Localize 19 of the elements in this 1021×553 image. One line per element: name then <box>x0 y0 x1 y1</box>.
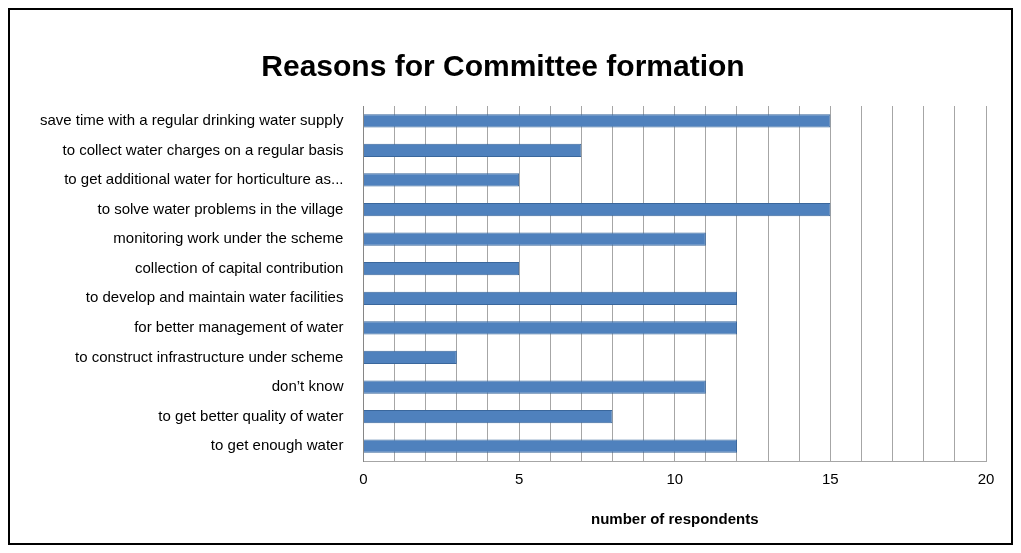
x-tick-label: 0 <box>359 470 368 488</box>
x-tick-label: 15 <box>822 470 839 488</box>
chart-title: Reasons for Committee formation <box>261 49 745 83</box>
x-tick-label: 5 <box>514 470 524 488</box>
y-tick-label: for better management of water <box>134 318 344 336</box>
x-tick-label: 20 <box>977 470 995 488</box>
y-tick-label: to get better quality of water <box>158 406 344 424</box>
y-tick-label: to construct infrastructure under scheme <box>75 347 344 365</box>
y-tick-label: collection of capital contribution <box>135 258 344 276</box>
y-tick-label: monitoring work under the scheme <box>113 229 344 247</box>
y-tick-label: don’t know <box>271 377 344 395</box>
y-tick-label: to solve water problems in the village <box>97 199 344 217</box>
y-tick-label: to collect water charges on a regular basis <box>62 140 344 158</box>
y-tick-label: to get enough water <box>210 436 344 454</box>
y-tick-label: save time with a regular drinking water supply <box>39 110 344 128</box>
y-tick-label: to get additional water for horticulture as... <box>64 170 344 188</box>
x-axis-title: number of respondents <box>590 510 759 528</box>
x-tick-label: 10 <box>666 470 684 488</box>
y-tick-label: to develop and maintain water facilities <box>85 288 344 306</box>
